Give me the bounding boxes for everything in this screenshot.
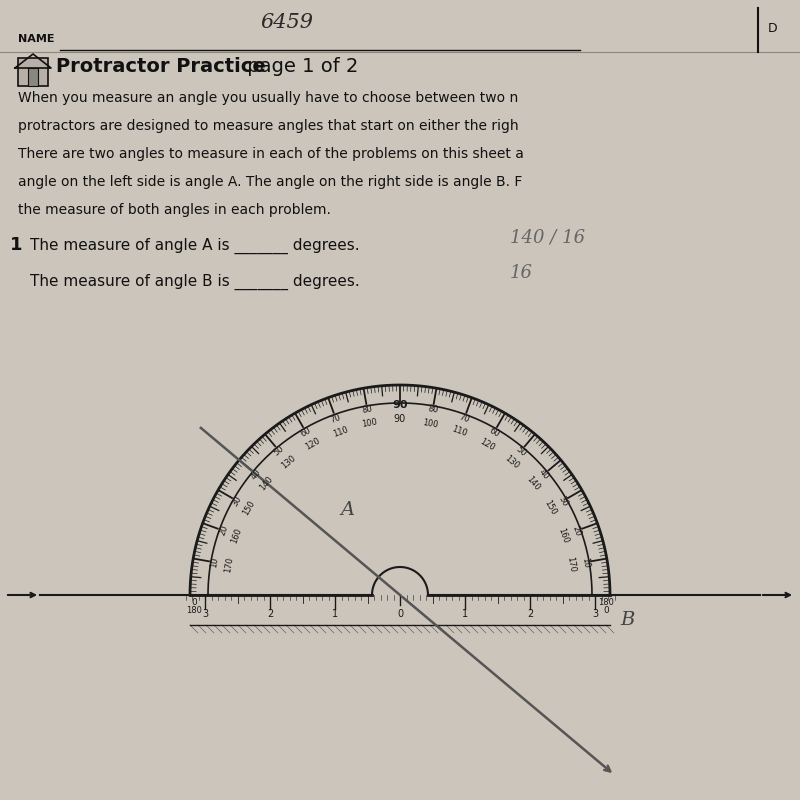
Text: 10: 10 <box>210 557 220 568</box>
Text: 30: 30 <box>230 494 244 508</box>
Text: D: D <box>768 22 778 35</box>
Text: 70: 70 <box>329 412 342 424</box>
Text: page 1 of 2: page 1 of 2 <box>241 57 358 76</box>
Bar <box>18 58 48 86</box>
Text: 80: 80 <box>362 405 374 415</box>
Text: 160: 160 <box>230 526 243 545</box>
Text: 60: 60 <box>299 426 313 438</box>
Text: There are two angles to measure in each of the problems on this sheet a: There are two angles to measure in each … <box>18 147 524 161</box>
Text: angle on the left side is angle A. The angle on the right side is angle B. F: angle on the left side is angle A. The a… <box>18 175 522 189</box>
Text: 120: 120 <box>478 437 496 452</box>
Text: 170: 170 <box>566 556 577 574</box>
Text: 50: 50 <box>514 444 528 458</box>
Text: 180: 180 <box>186 606 202 615</box>
Text: 16: 16 <box>510 264 533 282</box>
Text: 70: 70 <box>458 412 471 424</box>
Text: Protractor Practice: Protractor Practice <box>56 57 266 76</box>
Text: 90: 90 <box>392 400 408 410</box>
Text: the measure of both angles in each problem.: the measure of both angles in each probl… <box>18 203 331 217</box>
Text: 100: 100 <box>422 418 438 430</box>
Text: 130: 130 <box>279 453 297 470</box>
Text: 20: 20 <box>218 524 230 537</box>
Text: 120: 120 <box>304 437 322 452</box>
Bar <box>28 68 38 86</box>
Text: 60: 60 <box>487 426 501 438</box>
Text: 80: 80 <box>426 405 438 415</box>
Text: protractors are designed to measure angles that start on either the righ: protractors are designed to measure angl… <box>18 119 518 133</box>
Text: 50: 50 <box>272 444 286 458</box>
Text: 90: 90 <box>394 414 406 424</box>
Text: 180: 180 <box>598 598 614 607</box>
Text: 10: 10 <box>580 557 590 568</box>
Text: 0: 0 <box>603 606 609 615</box>
Text: 150: 150 <box>543 499 558 517</box>
Text: 100: 100 <box>362 418 378 430</box>
Text: 0: 0 <box>397 609 403 619</box>
Text: 130: 130 <box>503 453 521 470</box>
Text: The measure of angle B is _______ degrees.: The measure of angle B is _______ degree… <box>30 274 360 290</box>
Text: 110: 110 <box>450 425 469 438</box>
Text: A: A <box>340 501 354 519</box>
Text: 170: 170 <box>223 556 234 574</box>
Text: 1: 1 <box>332 609 338 619</box>
Text: 2: 2 <box>527 609 533 619</box>
Text: 1: 1 <box>462 609 468 619</box>
Text: 20: 20 <box>570 524 582 537</box>
Text: 6459: 6459 <box>260 13 313 32</box>
Text: 140: 140 <box>258 474 275 492</box>
Text: 3: 3 <box>592 609 598 619</box>
Text: B: B <box>620 611 634 629</box>
Text: 140 / 16: 140 / 16 <box>510 228 585 246</box>
Text: 3: 3 <box>202 609 208 619</box>
Text: The measure of angle A is _______ degrees.: The measure of angle A is _______ degree… <box>30 238 360 254</box>
Text: 110: 110 <box>331 425 350 438</box>
Text: 30: 30 <box>556 494 570 508</box>
Text: 160: 160 <box>557 526 570 545</box>
Text: 140: 140 <box>525 474 542 492</box>
Text: 150: 150 <box>242 499 257 517</box>
Text: 40: 40 <box>249 467 263 481</box>
Text: 0: 0 <box>191 598 197 607</box>
Text: 2: 2 <box>267 609 273 619</box>
Text: 40: 40 <box>537 467 551 481</box>
Text: NAME: NAME <box>18 34 54 44</box>
Text: When you measure an angle you usually have to choose between two n: When you measure an angle you usually ha… <box>18 91 518 105</box>
Text: 1: 1 <box>10 236 22 254</box>
